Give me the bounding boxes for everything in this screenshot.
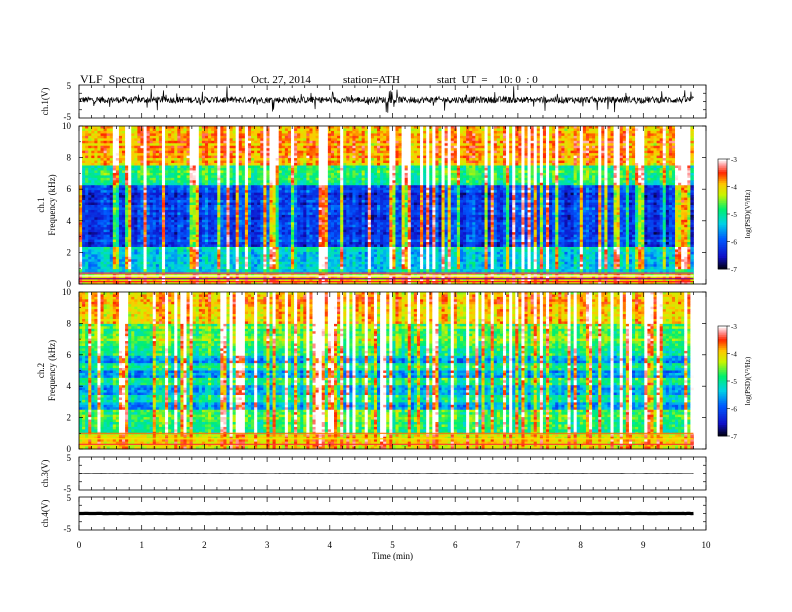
- y-tick-label: 4: [67, 381, 72, 391]
- x-tick-label: 0: [77, 540, 82, 550]
- y-axis-label-frequency: Frequency (kHz): [47, 340, 57, 401]
- colorbar-label: log(PSD)(V²/Hz): [744, 356, 752, 405]
- y-axis-label-frequency: Frequency (kHz): [47, 174, 57, 235]
- colorbars: -3 -4 -5 -6 -7 log(PSD)(V²/Hz) -3 -4 -5 -6 -7 log(P…: [718, 156, 752, 441]
- ch3-waveform-panel: 5-5ch.3(V): [40, 453, 706, 494]
- x-axis-label: Time (min): [372, 551, 413, 561]
- y-tick-label: 2: [67, 247, 72, 257]
- y-tick-label: 5: [67, 493, 72, 503]
- ch4-waveform-panel: 5 -5 ch.4(V): [40, 493, 706, 534]
- colorbar-tick-label: -6: [731, 406, 737, 414]
- vlf-spectra-figure: 5-5ch.1(V) 0246810ch.1 Frequency (kHz) 02…: [0, 0, 792, 612]
- y-tick-label: 8: [67, 318, 72, 328]
- colorbar-tick-label: -7: [731, 266, 737, 274]
- x-tick-label: 4: [328, 540, 333, 550]
- x-tick-label: 9: [641, 540, 646, 550]
- colorbar-tick-label: -3: [731, 323, 737, 331]
- x-tick-label: 1: [139, 540, 144, 550]
- sp1-image: [79, 126, 694, 284]
- ch1-waveform-panel: 5-5ch.1(V): [40, 81, 706, 122]
- y-tick-label: -5: [64, 524, 72, 534]
- y-tick-label: 5: [67, 453, 72, 463]
- colorbar-tick-label: -3: [731, 156, 737, 164]
- y-tick-label: 6: [67, 350, 72, 360]
- y-tick-label: 5: [67, 81, 72, 91]
- x-tick-label: 10: [702, 540, 712, 550]
- colorbar-tick-label: -7: [731, 433, 737, 441]
- colorbar-tick-label: -5: [731, 378, 737, 386]
- y-tick-label: 10: [62, 287, 72, 297]
- colorbar-label: log(PSD)(V²/Hz): [744, 189, 752, 238]
- x-tick-label: 3: [265, 540, 270, 550]
- ch1-trace: [79, 86, 694, 112]
- y-tick-label: 6: [67, 184, 72, 194]
- x-axis: 0 1 2 3 4 5 6 7 8 9 10 Time (min): [77, 540, 711, 561]
- x-tick-label: 8: [578, 540, 583, 550]
- y-axis-label-channel: ch.1: [36, 197, 46, 212]
- y-axis-label-channel: ch.2: [36, 363, 46, 378]
- y-axis-label: ch.3(V): [40, 460, 50, 488]
- y-axis-label: ch.1(V): [40, 88, 50, 116]
- y-tick-label: 4: [67, 216, 72, 226]
- colorbar-tick-label: -5: [731, 211, 737, 219]
- x-tick-label: 2: [202, 540, 207, 550]
- y-tick-label: 2: [67, 413, 72, 423]
- sp2-image: [79, 292, 694, 449]
- colorbar-tick-label: -4: [731, 184, 737, 192]
- x-tick-label: 6: [453, 540, 458, 550]
- x-tick-label: 7: [516, 540, 521, 550]
- colorbar-tick-label: -6: [731, 239, 737, 247]
- y-axis-label: ch.4(V): [40, 500, 50, 528]
- y-tick-label: 8: [67, 153, 72, 163]
- y-tick-label: 10: [62, 121, 72, 131]
- colorbar-tick-label: -4: [731, 351, 737, 359]
- x-tick-label: 5: [390, 540, 395, 550]
